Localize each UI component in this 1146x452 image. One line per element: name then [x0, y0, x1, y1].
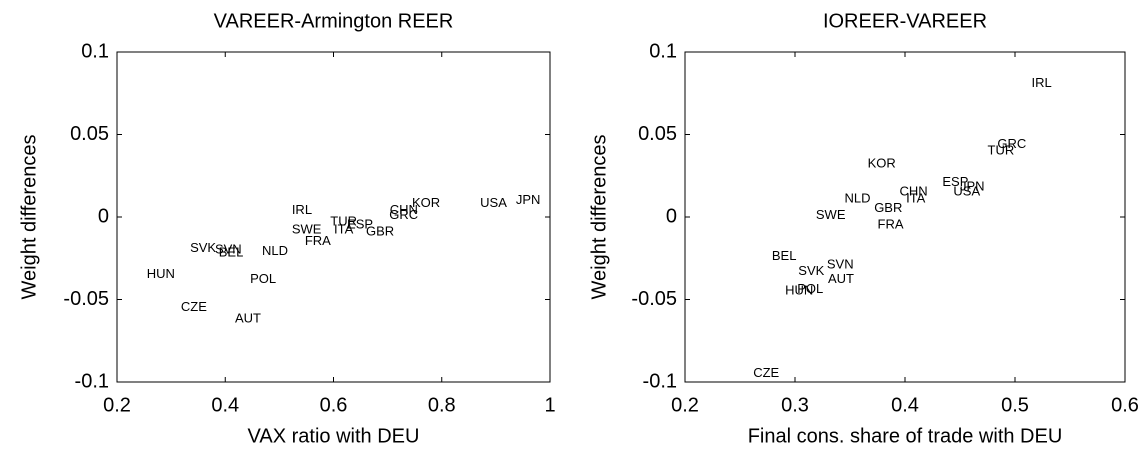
y-tick-label: 0.05 [70, 123, 109, 145]
y-tick-label: -0.05 [631, 288, 677, 310]
point-label: CHN [900, 184, 928, 199]
point-label: AUT [828, 271, 854, 286]
point-label: CZE [753, 365, 779, 380]
point-label: HUN [785, 283, 813, 298]
point-label: GRC [389, 207, 418, 222]
point-label: JPN [960, 179, 985, 194]
y-tick-label: 0.1 [649, 40, 677, 62]
point-label: ITA [906, 190, 926, 205]
point-label: CZE [181, 299, 207, 314]
y-tick-label: 0 [98, 205, 109, 227]
point-label: KOR [412, 195, 440, 210]
plot-area [684, 51, 1126, 383]
point-label: ITA [334, 222, 354, 237]
point-label: GRC [997, 136, 1026, 151]
point-label: KOR [868, 156, 896, 171]
x-tick-label: 0.2 [671, 394, 699, 416]
point-label: USA [953, 184, 980, 199]
point-label: BEL [219, 245, 244, 260]
plot-area [116, 51, 551, 383]
point-label: ESP [942, 174, 968, 189]
chart-title: IOREER-VAREER [823, 10, 987, 32]
x-axis-label: Final cons. share of trade with DEU [748, 425, 1063, 447]
point-label: HUN [147, 266, 175, 281]
point-label: GBR [874, 200, 902, 215]
x-tick-label: 0.8 [428, 394, 456, 416]
x-tick-label: 1 [544, 394, 555, 416]
x-tick-label: 0.4 [891, 394, 919, 416]
x-tick-label: 0.5 [1001, 394, 1029, 416]
point-label: JPN [516, 192, 541, 207]
point-label: BEL [772, 248, 797, 263]
point-label: FRA [305, 233, 331, 248]
x-axis-label: VAX ratio with DEU [248, 425, 420, 447]
chart-title: VAREER-Armington REER [214, 10, 454, 32]
y-tick-label: -0.1 [643, 370, 677, 392]
point-label: SVN [215, 241, 242, 256]
point-label: IRL [292, 202, 312, 217]
y-axis-label: Weight differences [588, 135, 610, 300]
point-label: ESP [347, 217, 373, 232]
point-label: USA [480, 195, 507, 210]
point-label: AUT [235, 311, 261, 326]
point-label: NLD [262, 243, 288, 258]
y-tick-label: -0.1 [75, 370, 109, 392]
y-tick-label: 0.05 [638, 123, 677, 145]
point-label: SWE [816, 207, 846, 222]
point-label: POL [250, 271, 276, 286]
y-tick-label: 0 [666, 205, 677, 227]
x-tick-label: 0.4 [211, 394, 239, 416]
point-label: NLD [845, 190, 871, 205]
point-label: CHN [390, 202, 418, 217]
x-tick-label: 0.3 [781, 394, 809, 416]
point-label: IRL [1032, 75, 1052, 90]
point-label: POL [797, 281, 823, 296]
point-label: SVN [827, 256, 854, 271]
point-label: GBR [366, 223, 394, 238]
x-tick-label: 0.6 [1111, 394, 1139, 416]
y-tick-label: -0.05 [63, 288, 109, 310]
point-label: SWE [292, 222, 322, 237]
x-tick-label: 0.2 [103, 394, 131, 416]
point-label: SVK [190, 240, 216, 255]
point-label: FRA [878, 217, 904, 232]
x-tick-label: 0.6 [320, 394, 348, 416]
y-tick-label: 0.1 [81, 40, 109, 62]
y-axis-label: Weight differences [18, 135, 40, 300]
point-label: TUR [988, 142, 1015, 157]
point-label: SVK [798, 263, 824, 278]
point-label: TUR [330, 213, 357, 228]
